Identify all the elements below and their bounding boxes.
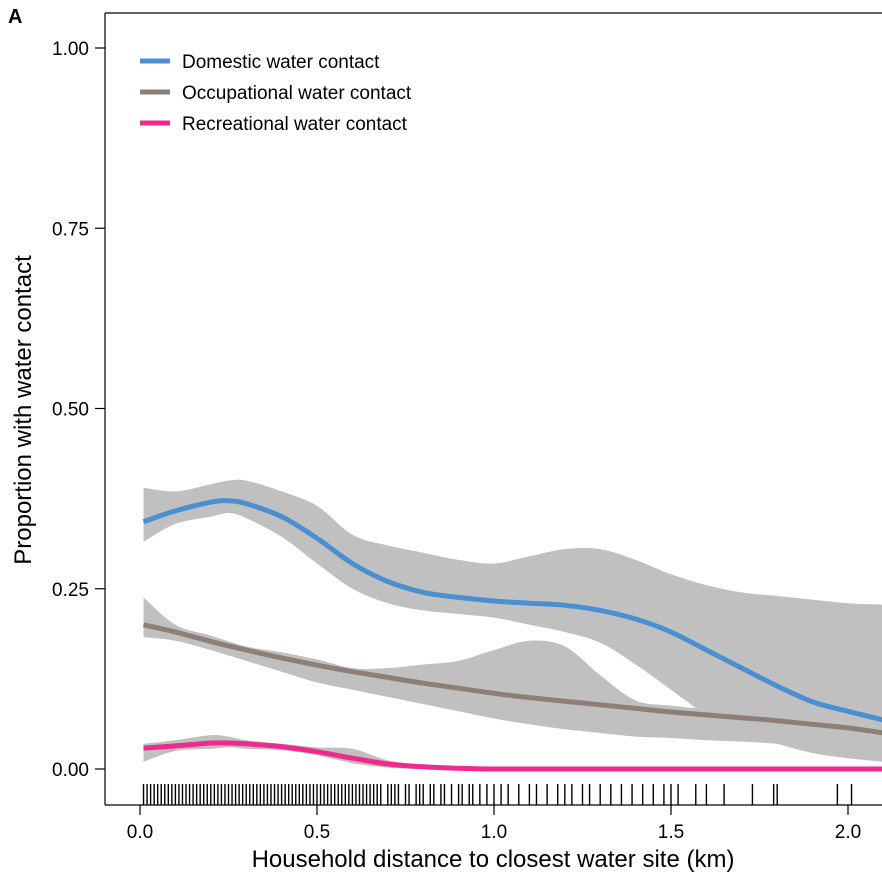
x-axis-label: Household distance to closest water site… (252, 846, 735, 873)
series-line-3 (143, 740, 882, 772)
y-tick-label: 1.00 (52, 39, 89, 60)
ci-band-1 (143, 479, 882, 762)
legend-label-1: Domestic water contact (182, 52, 380, 73)
y-axis-label: Proportion with water contact (10, 255, 37, 565)
x-tick-label: 1.5 (658, 822, 684, 843)
legend-label-2: Occupational water contact (182, 83, 412, 104)
series-line-2 (142, 622, 882, 736)
x-tick-label: 1.0 (481, 822, 507, 843)
y-tick-label: 0.50 (52, 400, 89, 421)
x-tick-label: 2.0 (835, 822, 861, 843)
ci-band-3 (143, 734, 882, 770)
legend-label-3: Recreational water contact (182, 114, 408, 135)
y-tick-label: 0.75 (52, 219, 89, 240)
series-lines (142, 498, 882, 772)
panel-label: A (8, 6, 23, 28)
axes: 0.00 0.25 0.50 0.75 1.00 0.0 0.5 1.0 1.5 2.0 (52, 12, 882, 843)
y-tick-label: 0.00 (52, 760, 89, 781)
y-tick-label: 0.25 (52, 580, 89, 601)
series-line-1 (142, 498, 882, 723)
x-tick-label: 0.5 (304, 822, 330, 843)
x-tick-label: 0.0 (127, 822, 153, 843)
rug-marks (142, 784, 853, 805)
legend: Domestic water contact Occupational water… (140, 52, 412, 135)
confidence-bands (143, 479, 882, 770)
